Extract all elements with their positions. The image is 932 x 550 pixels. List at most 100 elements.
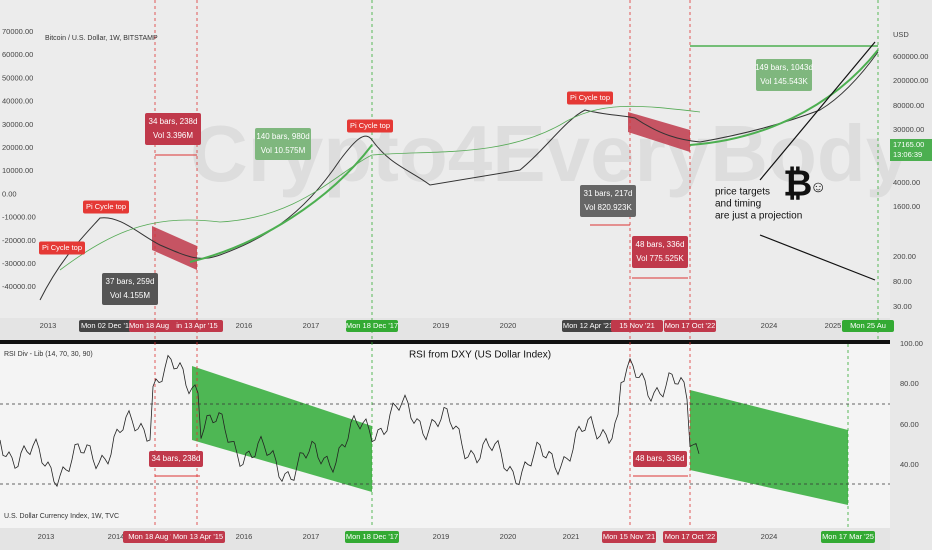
measure-line: Vol 775.525K <box>636 254 684 263</box>
pi-label-bg <box>83 200 129 214</box>
pi-label-bg <box>347 119 393 133</box>
rsi-box: 48 bars, 336d <box>636 454 685 463</box>
separator <box>0 340 932 344</box>
x-label: Mon 18 Aug ' <box>128 532 172 541</box>
x-label: 2014 <box>108 532 125 541</box>
measure-line: 140 bars, 980d <box>256 132 309 141</box>
right-axis-label: USD <box>893 30 909 39</box>
x-label-bg <box>664 320 716 332</box>
x-label: 2019 <box>433 532 450 541</box>
x-label-bg <box>79 320 131 332</box>
measure-box <box>102 273 158 305</box>
x-label: 2016 <box>236 321 253 330</box>
x-label-bg <box>345 531 399 543</box>
price-label: 17165.00 <box>893 140 924 149</box>
annotation: price targets <box>715 187 770 198</box>
chart-title: Bitcoin / U.S. Dollar, 1W, BITSTAMP <box>45 35 158 42</box>
left-axis-label: 40000.00 <box>2 97 33 106</box>
countdown: 13:06:39 <box>893 150 922 159</box>
x-label: Mon 12 Apr '21 <box>563 321 613 330</box>
rsi-title: RSI from DXY (US Dollar Index) <box>409 350 551 361</box>
x-label: Mon 17 Oct '22 <box>665 321 716 330</box>
right-axis-label: 200000.00 <box>893 76 928 85</box>
left-axis-label: 10000.00 <box>2 166 33 175</box>
measure-line: 48 bars, 336d <box>636 240 685 249</box>
rsi-axis-label: 40.00 <box>900 460 919 469</box>
left-axis-label: -20000.00 <box>2 236 36 245</box>
pi-label: Pi Cycle top <box>570 93 610 102</box>
measure-line: Vol 4.155M <box>110 291 150 300</box>
measure-box <box>580 185 636 217</box>
left-axis-label: 60000.00 <box>2 50 33 59</box>
measure-line: Vol 10.575M <box>261 146 306 155</box>
x-label: 2025 <box>825 321 842 330</box>
x-label: Mon 17 Oct '22 <box>665 532 716 541</box>
x-label: Mon 15 Nov '21 <box>603 532 655 541</box>
rsi-axis-label: 100.00 <box>900 339 923 348</box>
x-label: Mon 17 Mar '25 <box>822 532 874 541</box>
measure-line: Vol 3.396M <box>153 131 193 140</box>
x-label: 15 Nov '21 <box>619 321 655 330</box>
indicator-name: RSI Div - Lib (14, 70, 30, 90) <box>4 351 93 358</box>
x-label-bg <box>842 320 894 332</box>
lines <box>0 41 879 488</box>
left-axis-label: 70000.00 <box>2 27 33 36</box>
x-label: Mon 18 Dec '17 <box>346 532 398 541</box>
x-label: 2024 <box>761 321 778 330</box>
x-label: Mon 18 Aug '14 <box>129 321 181 330</box>
x-label: 2020 <box>500 532 517 541</box>
x-label-bg <box>663 531 717 543</box>
pi-label-bg <box>39 241 85 255</box>
right-axis-label: 200.00 <box>893 252 916 261</box>
rsi-axis-label: 60.00 <box>900 420 919 429</box>
rsi-box: 34 bars, 238d <box>152 454 201 463</box>
x-label: Mon 18 Dec '17 <box>346 321 398 330</box>
left-axis-label: -40000.00 <box>2 282 36 291</box>
rsi-box-bg <box>149 451 203 467</box>
x-label-bg <box>821 531 875 543</box>
right-axis-label: 600000.00 <box>893 52 928 61</box>
left-axis-label: -30000.00 <box>2 259 36 268</box>
x-label: 2013 <box>40 321 57 330</box>
right-axis-label: 80000.00 <box>893 101 924 110</box>
x-label: Mon 02 Dec '1 <box>81 321 129 330</box>
right-axis-label: 1600.00 <box>893 202 920 211</box>
x-label: 2020 <box>500 321 517 330</box>
x-label-bg <box>611 320 663 332</box>
left-axis-label: 30000.00 <box>2 120 33 129</box>
right-axis-label: 30000.00 <box>893 125 924 134</box>
right-axis-label: 80.00 <box>893 277 912 286</box>
x-label: Mon 13 Apr '15 <box>173 532 223 541</box>
measure-line: 149 bars, 1043d <box>755 63 813 72</box>
right-axis-label: 30.00 <box>893 302 912 311</box>
left-axis-label: 0.00 <box>2 189 17 198</box>
x-label: 2024 <box>761 532 778 541</box>
x-label: 2017 <box>303 321 320 330</box>
measure-line: Vol 820.923K <box>584 203 632 212</box>
left-axis-label: 20000.00 <box>2 143 33 152</box>
measure-box <box>145 113 201 145</box>
x-label: 2021 <box>563 532 580 541</box>
left-axis-label: -10000.00 <box>2 213 36 222</box>
x-label-bg <box>602 531 656 543</box>
x-label-bg <box>123 531 177 543</box>
left-axis-label: 50000.00 <box>2 73 33 82</box>
measure-line: Vol 145.543K <box>760 77 808 86</box>
annotation: and timing <box>715 199 761 210</box>
smiley: ☺ <box>810 179 826 196</box>
x-label: in 13 Apr '15 <box>176 321 217 330</box>
x-label: 2017 <box>303 532 320 541</box>
x-label: Mon 25 Au <box>850 321 886 330</box>
measure-line: 34 bars, 238d <box>149 117 198 126</box>
x-label-bg <box>171 531 225 543</box>
bitcoin-symbol: ₿ <box>783 163 812 204</box>
measure-box <box>255 128 311 160</box>
source: U.S. Dollar Currency Index, 1W, TVC <box>4 513 119 520</box>
measure-line: 37 bars, 259d <box>106 277 155 286</box>
x-label-bg <box>129 320 181 332</box>
x-label-bg <box>562 320 614 332</box>
pi-label: Pi Cycle top <box>42 243 82 252</box>
measure-box <box>756 59 812 91</box>
x-label-bg <box>346 320 398 332</box>
pi-label-bg <box>567 91 613 105</box>
